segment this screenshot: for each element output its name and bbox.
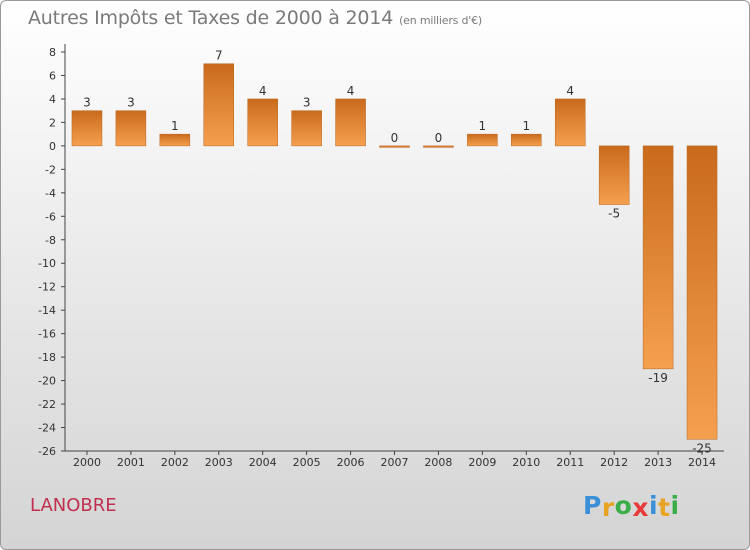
y-tick-label: -22 — [38, 398, 56, 411]
bar-value-label: 7 — [215, 49, 223, 63]
x-tick-label: 2013 — [644, 456, 672, 469]
bar — [467, 133, 498, 147]
x-tick-label: 2002 — [161, 456, 189, 469]
y-tick-label: -16 — [38, 328, 56, 341]
bar-value-label: 4 — [259, 84, 267, 98]
x-tick-label: 2003 — [205, 456, 233, 469]
bar — [379, 145, 410, 148]
bar-value-label: 0 — [391, 131, 399, 145]
bar-value-label: 3 — [83, 96, 91, 110]
y-tick-label: -24 — [38, 422, 56, 435]
y-tick-label: -4 — [45, 187, 56, 200]
bar — [335, 98, 366, 147]
logo-letter: t — [658, 493, 671, 522]
bar-value-label: 4 — [566, 84, 574, 98]
proxiti-logo: Proxiti — [583, 491, 680, 522]
logo-letter: x — [632, 493, 649, 522]
x-tick-label: 2007 — [381, 456, 409, 469]
y-tick-label: -10 — [38, 257, 56, 270]
x-tick-label: 2006 — [337, 456, 365, 469]
title-text: Autres Impôts et Taxes de 2000 à 2014 — [28, 7, 394, 29]
logo-letter: o — [614, 491, 633, 520]
y-tick-label: -6 — [45, 210, 56, 223]
bar — [423, 145, 454, 148]
x-tick-label: 2009 — [468, 456, 496, 469]
bar — [203, 63, 235, 147]
x-tick-label: 2011 — [556, 456, 584, 469]
x-tick-label: 2012 — [600, 456, 628, 469]
bar-value-label: -5 — [608, 207, 620, 221]
x-tick-label: 2004 — [249, 456, 277, 469]
chart-subtitle: (en milliers d'€) — [399, 14, 482, 27]
bar — [291, 110, 322, 147]
logo-letter: r — [601, 493, 615, 522]
y-tick-label: 8 — [49, 46, 56, 59]
bar-value-label: -19 — [648, 371, 668, 385]
x-tick-label: 2008 — [424, 456, 452, 469]
y-tick-label: 4 — [49, 93, 56, 106]
y-tick-label: -2 — [45, 163, 56, 176]
bar — [115, 110, 147, 147]
bar-value-label: 1 — [479, 119, 487, 133]
bar — [554, 98, 586, 147]
bar — [247, 98, 278, 147]
y-tick-label: 2 — [49, 116, 56, 129]
x-tick-label: 2010 — [512, 456, 540, 469]
bar — [511, 133, 542, 147]
place-name: LANOBRE — [30, 495, 117, 516]
x-tick-label: 2001 — [117, 456, 145, 469]
y-tick-label: -12 — [38, 281, 56, 294]
y-tick-label: -20 — [38, 375, 56, 388]
x-tick-label: 2014 — [688, 456, 716, 469]
y-tick-label: -14 — [38, 304, 56, 317]
y-tick-label: -18 — [38, 351, 56, 364]
bar-value-label: 0 — [435, 131, 443, 145]
bar — [598, 145, 630, 205]
chart-title: Autres Impôts et Taxes de 2000 à 2014 (en… — [28, 7, 482, 29]
x-tick-label: 2000 — [73, 456, 101, 469]
logo-letter: i — [649, 491, 659, 520]
bar — [159, 133, 191, 147]
bar-value-label: -25 — [692, 441, 712, 455]
logo-letter: i — [670, 491, 680, 520]
y-tick-label: 0 — [49, 140, 56, 153]
bar — [686, 145, 718, 440]
bar-value-label: 3 — [303, 96, 311, 110]
y-tick-label: -8 — [45, 234, 56, 247]
bar-value-label: 1 — [171, 119, 179, 133]
bar — [71, 110, 103, 147]
bar-value-label: 1 — [522, 119, 530, 133]
y-tick-label: 6 — [49, 69, 56, 82]
bar-value-label: 4 — [347, 84, 355, 98]
y-tick-label: -26 — [38, 445, 56, 458]
bar-value-label: 3 — [127, 96, 135, 110]
logo-letter: P — [583, 491, 602, 520]
bar — [642, 145, 674, 370]
x-tick-label: 2005 — [293, 456, 321, 469]
